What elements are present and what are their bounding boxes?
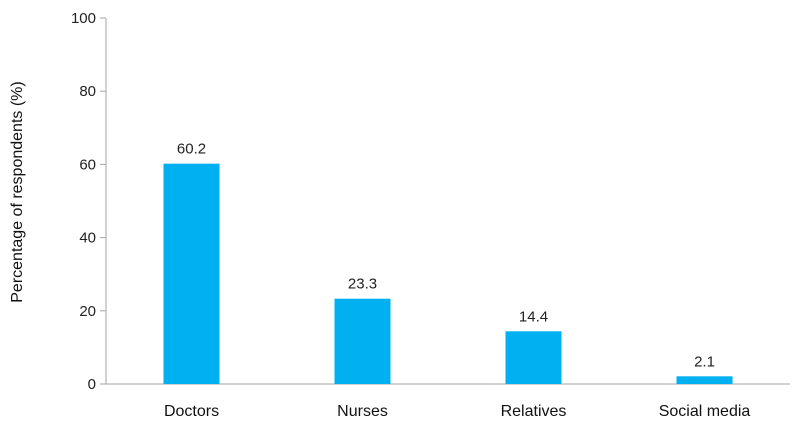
data-labels: 60.2 23.3 14.4 2.1 [177,141,715,371]
category-label: Doctors [164,403,219,420]
category-labels: Doctors Nurses Relatives Social media [164,403,750,420]
y-ticks: 0 20 40 60 80 100 [71,10,106,393]
category-label: Relatives [501,403,567,420]
y-tick-label: 100 [71,10,96,27]
axes [105,18,790,385]
bar-relatives [505,331,562,384]
y-tick-label: 20 [79,303,96,320]
data-label: 23.3 [348,276,377,293]
bar-nurses [334,298,391,384]
bar-doctors [163,163,220,384]
data-label: 2.1 [694,353,715,370]
data-label: 14.4 [519,308,548,325]
y-tick-label: 40 [79,230,96,247]
y-tick-label: 80 [79,83,96,100]
bar-social-media [676,376,733,384]
category-label: Social media [659,403,751,420]
category-label: Nurses [337,403,388,420]
y-tick-label: 0 [88,376,96,393]
y-axis-title: Percentage of respondents (%) [9,81,26,302]
data-label: 60.2 [177,141,206,158]
bars [163,163,733,384]
y-tick-label: 60 [79,156,96,173]
